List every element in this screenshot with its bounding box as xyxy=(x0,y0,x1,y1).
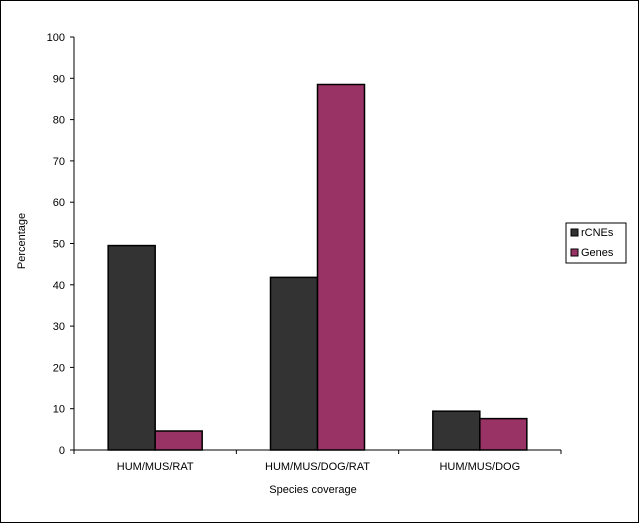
y-tick-label: 70 xyxy=(53,156,65,168)
bar-rcnes-2 xyxy=(269,276,319,451)
y-tick-label: 100 xyxy=(47,32,65,44)
legend-label-rcnes: rCNEs xyxy=(581,227,614,239)
y-tick-label: 80 xyxy=(53,115,65,127)
y-tick-label: 90 xyxy=(53,73,65,85)
bar-genes-3 xyxy=(479,417,528,451)
y-tick-label: 60 xyxy=(53,197,65,209)
legend-label-genes: Genes xyxy=(581,247,614,259)
x-tick-label: HUM/MUS/DOG/RAT xyxy=(265,461,370,473)
y-tick-label: 10 xyxy=(53,404,65,416)
bars xyxy=(107,83,528,451)
x-tick-labels: HUM/MUS/RAT HUM/MUS/DOG/RAT HUM/MUS/DOG xyxy=(117,461,520,473)
bar-rcnes-3 xyxy=(432,410,481,451)
bar-genes-1 xyxy=(154,430,203,451)
y-tick-label: 20 xyxy=(53,362,65,374)
legend-swatch-rcnes xyxy=(570,228,579,237)
y-tick-label: 0 xyxy=(59,445,65,457)
x-axis-label: Species coverage xyxy=(269,484,356,496)
bar-rcnes-1 xyxy=(107,244,156,451)
y-tick-labels: 0 10 20 30 40 50 60 70 80 90 100 xyxy=(47,32,65,457)
y-tick-label: 30 xyxy=(53,321,65,333)
bar-genes-2 xyxy=(316,83,366,451)
y-tick-label: 40 xyxy=(53,280,65,292)
x-tick-label: HUM/MUS/RAT xyxy=(117,461,194,473)
legend: rCNEs Genes xyxy=(565,222,627,264)
y-axis-label: Percentage xyxy=(16,213,28,269)
legend-swatch-genes xyxy=(570,248,579,257)
y-tick-label: 50 xyxy=(53,239,65,251)
x-tick-label: HUM/MUS/DOG xyxy=(439,461,520,473)
